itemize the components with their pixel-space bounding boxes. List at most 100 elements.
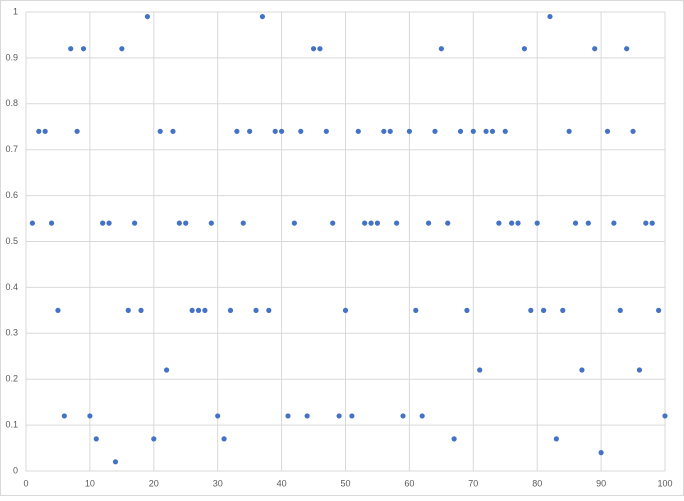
point [215, 413, 221, 419]
point [355, 128, 361, 134]
point [227, 307, 234, 313]
point [445, 220, 451, 226]
point [617, 307, 623, 313]
y-tick-label: 0.6 [5, 190, 18, 200]
point [470, 128, 476, 134]
y-tick-label: 0.7 [5, 144, 18, 154]
x-tick-label: 60 [404, 478, 414, 488]
point [624, 46, 630, 52]
point [304, 413, 310, 419]
point [247, 128, 253, 134]
x-tick-label: 30 [213, 478, 223, 488]
point [61, 413, 67, 419]
point [656, 307, 662, 313]
point [643, 220, 649, 226]
point [291, 220, 297, 226]
point [253, 307, 259, 313]
point [477, 367, 483, 373]
point [189, 307, 195, 313]
point [406, 128, 412, 134]
point [336, 413, 342, 419]
point [240, 220, 246, 226]
y-tick-label: 1 [13, 6, 18, 16]
point [195, 307, 202, 313]
point [170, 128, 176, 134]
point [349, 413, 355, 419]
point [202, 307, 208, 313]
point [279, 128, 285, 134]
point [163, 367, 170, 373]
point [36, 128, 42, 134]
point [285, 413, 291, 419]
point [234, 128, 240, 134]
x-tick-label: 40 [277, 478, 287, 488]
point [80, 46, 87, 52]
point [560, 307, 566, 313]
point [496, 220, 502, 226]
point [425, 220, 432, 226]
x-tick-label: 50 [340, 478, 350, 488]
point [48, 220, 55, 226]
point [534, 220, 540, 226]
point [540, 307, 547, 313]
point [157, 128, 163, 134]
point [432, 128, 438, 134]
y-tick-label: 0.9 [5, 52, 18, 62]
point [176, 220, 182, 226]
point [29, 220, 35, 226]
point [413, 307, 419, 313]
point [208, 220, 214, 226]
point [611, 220, 617, 226]
point [662, 413, 668, 419]
point [553, 436, 559, 442]
point [604, 128, 611, 134]
y-tick-label: 0.2 [5, 374, 18, 384]
point [387, 128, 393, 134]
x-tick-label: 20 [149, 478, 159, 488]
point [547, 13, 553, 20]
point [400, 413, 406, 419]
point [502, 128, 508, 134]
point [55, 307, 61, 313]
point [310, 46, 317, 52]
point [266, 307, 272, 313]
point [374, 220, 381, 226]
point [112, 459, 119, 465]
y-tick-label: 0.3 [5, 328, 18, 338]
y-tick-label: 0.8 [5, 98, 18, 108]
point [42, 128, 48, 134]
point [483, 128, 489, 134]
point [323, 128, 329, 134]
point [489, 128, 496, 134]
x-tick-label: 80 [532, 478, 542, 488]
point [630, 128, 636, 134]
point [151, 436, 157, 442]
point [259, 13, 266, 20]
point [419, 413, 425, 419]
point [521, 46, 528, 52]
point [87, 413, 93, 419]
point [221, 436, 227, 442]
point [100, 220, 106, 226]
point [381, 128, 387, 134]
point [342, 307, 349, 313]
point [119, 46, 125, 52]
point [457, 128, 464, 134]
point [138, 307, 144, 313]
point [585, 220, 591, 226]
point [272, 128, 278, 134]
point [368, 220, 374, 226]
y-tick-label: 0.1 [5, 419, 18, 429]
point [106, 220, 112, 226]
x-tick-label: 70 [468, 478, 478, 488]
point [515, 220, 521, 226]
point [68, 46, 74, 52]
y-tick-label: 0.4 [5, 282, 18, 292]
point [509, 220, 515, 226]
point [451, 436, 457, 442]
point [125, 307, 131, 313]
point [528, 307, 534, 313]
point [317, 46, 323, 52]
point [649, 220, 655, 226]
